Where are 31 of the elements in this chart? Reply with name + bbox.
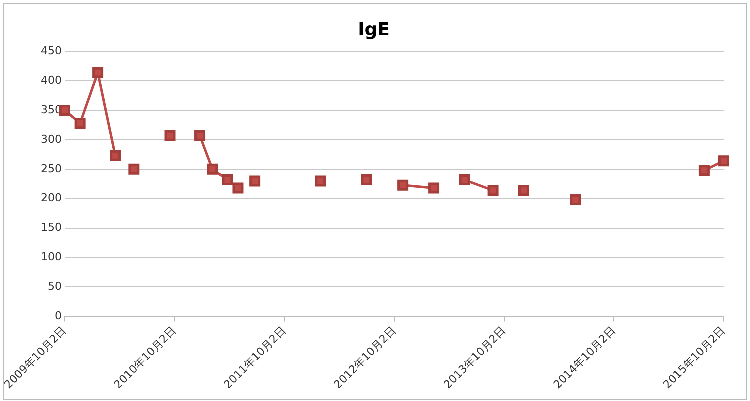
point <box>428 182 440 194</box>
y-tick-label: 200 <box>40 192 62 205</box>
chart-title: IgE <box>358 19 390 40</box>
point <box>398 180 409 191</box>
point <box>128 164 140 175</box>
point <box>164 130 176 142</box>
y-tick-label: 50 <box>48 280 62 294</box>
point <box>74 118 86 129</box>
point <box>59 105 70 116</box>
point <box>92 67 104 78</box>
point <box>361 174 372 186</box>
point <box>315 176 326 187</box>
y-tick-label: 400 <box>40 74 62 87</box>
point <box>488 185 499 196</box>
point <box>250 176 261 187</box>
y-tick-label: 300 <box>40 132 62 146</box>
point <box>459 174 470 186</box>
y-tick-label: 0 <box>54 310 62 323</box>
y-tick-label: 150 <box>40 221 62 234</box>
point <box>570 194 582 206</box>
point <box>222 174 234 186</box>
point <box>698 165 710 176</box>
point <box>232 182 244 194</box>
point <box>718 156 730 167</box>
y-tick-label: 250 <box>40 162 62 176</box>
point <box>194 130 206 142</box>
y-tick-label: 450 <box>40 44 62 58</box>
point <box>110 150 121 162</box>
y-tick-label: 100 <box>40 250 62 264</box>
point <box>518 185 530 196</box>
point <box>207 164 218 175</box>
